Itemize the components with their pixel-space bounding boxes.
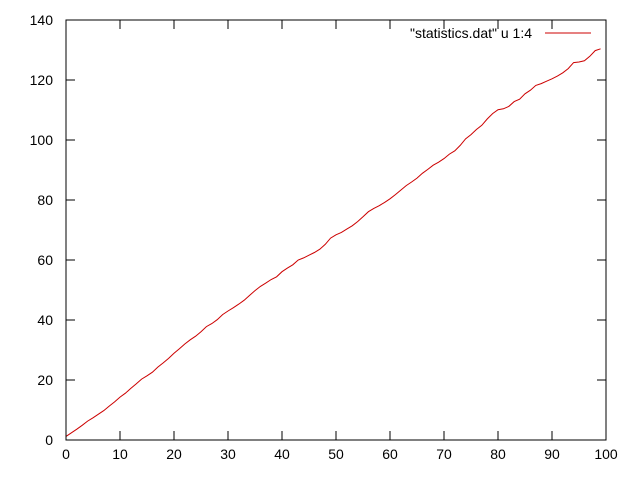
x-tick-label: 90 (544, 446, 560, 462)
series-layer (65, 48, 601, 437)
plot-frame (65, 19, 607, 441)
y-tick-label: 40 (37, 312, 53, 328)
x-tick-label: 30 (220, 446, 236, 462)
y-tick-label: 60 (37, 252, 53, 268)
x-tick-label: 0 (62, 446, 70, 462)
legend: "statistics.dat" u 1:4 (410, 25, 591, 41)
x-tick-label: 10 (112, 446, 128, 462)
x-tick-label: 70 (436, 446, 452, 462)
tick-labels-layer: 0 10 20 30 40 50 60 70 80 90 100 0 20 40 60 80 100 120 140 (30, 12, 618, 462)
x-tick-label: 80 (490, 446, 506, 462)
y-tick-label: 80 (37, 192, 53, 208)
y-tick-label: 20 (37, 372, 53, 388)
x-tick-label: 60 (382, 446, 398, 462)
y-tick-label: 0 (45, 432, 53, 448)
x-tick-label: 20 (166, 446, 182, 462)
x-tick-label: 100 (594, 446, 618, 462)
x-tick-label: 40 (274, 446, 290, 462)
legend-label: "statistics.dat" u 1:4 (410, 25, 532, 41)
y-tick-label: 120 (30, 72, 54, 88)
x-tick-label: 50 (328, 446, 344, 462)
y-tick-label: 100 (30, 132, 54, 148)
y-tick-label: 140 (30, 12, 54, 28)
series-line-0 (65, 48, 601, 437)
